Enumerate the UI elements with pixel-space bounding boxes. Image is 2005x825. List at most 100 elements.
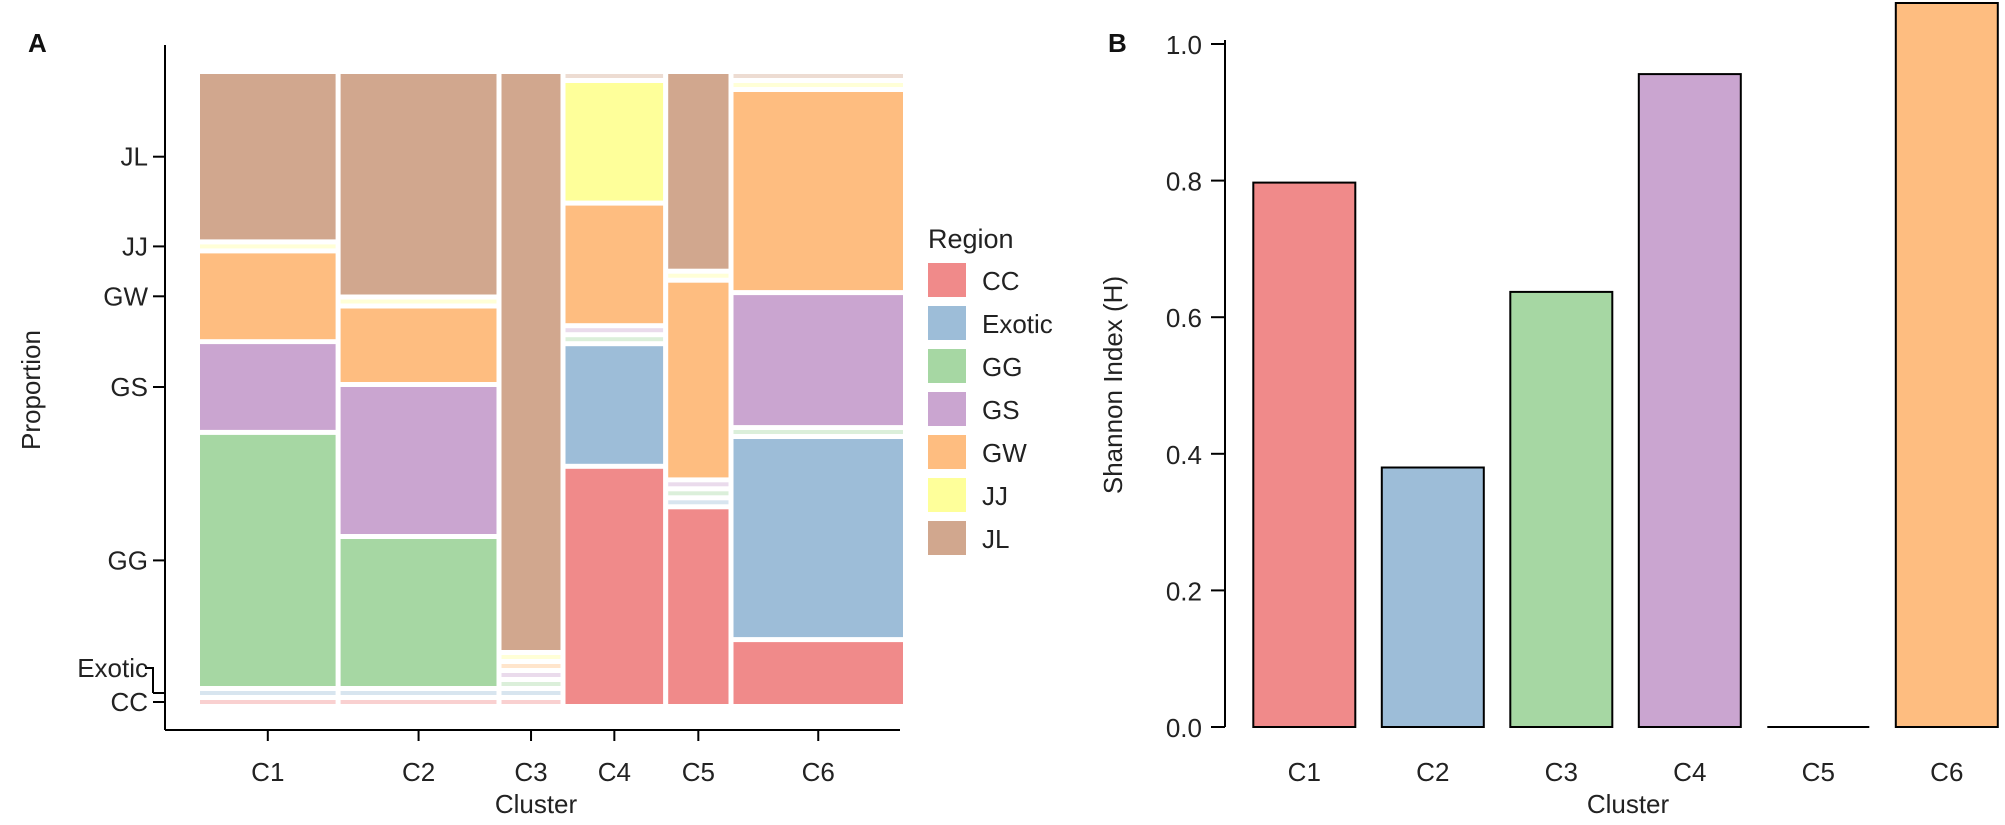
bar-c6 — [1894, 2, 1999, 728]
mosaic-tile-c4-gs — [565, 328, 664, 333]
mosaic-y-tick-label: Exotic — [77, 653, 148, 683]
bar-x-ticks: C1 C2 C3 C4 C5 C6 — [1288, 757, 1964, 787]
panel-label-a: A — [28, 28, 47, 58]
mosaic-x-tick-label: C3 — [514, 757, 547, 787]
bar-x-tick-label: C4 — [1673, 757, 1706, 787]
mosaic-tile-c6-cc — [733, 642, 903, 704]
bar-y-ticks: 0.0 0.2 0.4 0.6 0.8 1.0 — [1166, 30, 1225, 743]
mosaic-tile-c1-gs — [200, 344, 336, 430]
legend-swatch-gg — [928, 349, 966, 383]
mosaic-tile-c4-gw — [565, 205, 664, 324]
legend-label-gs: GS — [982, 395, 1020, 425]
mosaic-tile-c4-gg — [565, 337, 664, 342]
mosaic-tile-c5-jl — [668, 74, 729, 269]
bar-x-axis-label: Cluster — [1587, 789, 1670, 819]
legend-swatch-exotic — [928, 306, 966, 340]
bar-y-tick-label: 0.8 — [1166, 167, 1202, 197]
legend-items: CC Exotic GG GS GW JJ JL — [928, 263, 1053, 555]
legend-swatch-gs — [928, 392, 966, 426]
legend-label-gw: GW — [982, 438, 1027, 468]
mosaic-y-tick-label: CC — [110, 687, 148, 717]
mosaic-tile-c1-gw — [200, 253, 336, 340]
mosaic-tile-c2-cc — [340, 700, 497, 704]
mosaic-tile-c5-gw — [668, 282, 729, 478]
bar-y-axis-label: Shannon Index (H) — [1098, 276, 1128, 494]
mosaic-tile-c6-gw — [733, 92, 903, 291]
mosaic-tile-c5-gg — [668, 491, 729, 496]
mosaic-tile-c2-jl — [340, 74, 497, 295]
mosaic-tile-c1-exotic — [200, 691, 336, 695]
legend: Region CC Exotic GG GS GW JJ JL — [928, 224, 1053, 555]
mosaic-y-ticks: CC Exotic GG GS GW JJ JL — [77, 142, 165, 717]
bar-x-tick-label: C1 — [1288, 757, 1321, 787]
mosaic-tile-c6-exotic — [733, 439, 903, 638]
mosaic-tiles — [200, 74, 903, 704]
legend-label-jj: JJ — [982, 481, 1008, 511]
mosaic-y-tick-label: GG — [108, 545, 148, 575]
mosaic-y-tick-label: JL — [121, 142, 148, 172]
mosaic-tile-c6-jj — [733, 83, 903, 87]
mosaic-tile-c3-gs — [501, 673, 561, 677]
mosaic-y-tick-label: GW — [103, 281, 148, 311]
legend-swatch-cc — [928, 263, 966, 297]
bar-y-tick-label: 0.6 — [1166, 303, 1202, 333]
mosaic-x-tick-label: C2 — [402, 757, 435, 787]
mosaic-x-tick-label: C4 — [598, 757, 631, 787]
mosaic-tile-c3-jj — [501, 655, 561, 659]
bar-y-tick-label: 0.4 — [1166, 440, 1202, 470]
bar-c3 — [1509, 290, 1614, 728]
mosaic-tile-c4-jj — [565, 83, 664, 201]
bar-x-tick-label: C2 — [1416, 757, 1449, 787]
mosaic-tile-c3-gw — [501, 664, 561, 668]
bar-c2 — [1380, 466, 1485, 728]
legend-title: Region — [928, 224, 1014, 254]
mosaic-tile-c6-gs — [733, 295, 903, 426]
mosaic-x-tick-label: C5 — [682, 757, 715, 787]
bar-x-tick-label: C3 — [1545, 757, 1578, 787]
bar-y-tick-label: 0.2 — [1166, 576, 1202, 606]
mosaic-tile-c2-gs — [340, 387, 497, 534]
panel-label-b: B — [1108, 28, 1127, 58]
mosaic-tile-c3-cc — [501, 700, 561, 704]
mosaic-x-tick-label: C6 — [802, 757, 835, 787]
mosaic-x-tick-label: C1 — [251, 757, 284, 787]
legend-label-exotic: Exotic — [982, 309, 1053, 339]
mosaic-y-tick-label: JJ — [122, 231, 148, 261]
mosaic-tile-c4-exotic — [565, 346, 664, 464]
legend-label-jl: JL — [982, 524, 1009, 554]
mosaic-tile-c5-jj — [668, 273, 729, 278]
mosaic-tile-c6-jl — [733, 74, 903, 78]
bar-x-tick-label: C5 — [1802, 757, 1835, 787]
mosaic-tile-c2-gg — [340, 539, 497, 686]
mosaic-tile-c1-jj — [200, 244, 336, 249]
mosaic-y-axis-label: Proportion — [16, 330, 46, 450]
mosaic-tile-c1-jl — [200, 74, 336, 240]
mosaic-tile-c3-exotic — [501, 691, 561, 695]
mosaic-y-tick-label: GS — [110, 372, 148, 402]
bar-c4 — [1637, 73, 1742, 729]
bars — [1252, 2, 1999, 729]
mosaic-tile-c1-gg — [200, 434, 336, 686]
mosaic-tile-c2-gw — [340, 308, 497, 382]
mosaic-tile-c4-jl — [565, 74, 664, 78]
bar-y-tick-label: 1.0 — [1166, 30, 1202, 60]
legend-swatch-gw — [928, 435, 966, 469]
bar-y-tick-label: 0.0 — [1166, 713, 1202, 743]
mosaic-tile-c2-jj — [340, 299, 497, 304]
mosaic-tile-c4-cc — [565, 468, 664, 704]
mosaic-y-tick-leader — [145, 667, 154, 693]
mosaic-tile-c5-gs — [668, 482, 729, 487]
legend-label-cc: CC — [982, 266, 1020, 296]
mosaic-tile-c1-cc — [200, 700, 336, 704]
mosaic-tile-c3-jl — [501, 74, 561, 650]
mosaic-tile-c5-exotic — [668, 500, 729, 505]
mosaic-tile-c6-gg — [733, 430, 903, 434]
bar-c1 — [1252, 181, 1357, 729]
bar-chart: 0.00.20.40.60.81.0 C1 C2 C3 C4 C5 C6 Cluster … — [1098, 2, 1999, 819]
mosaic-x-axis-label: Cluster — [495, 789, 578, 819]
legend-swatch-jl — [928, 521, 966, 555]
mosaic-tile-c5-cc — [668, 509, 729, 704]
mosaic-x-ticks: C1 C2 C3 C4 C5 C6 — [251, 730, 835, 787]
